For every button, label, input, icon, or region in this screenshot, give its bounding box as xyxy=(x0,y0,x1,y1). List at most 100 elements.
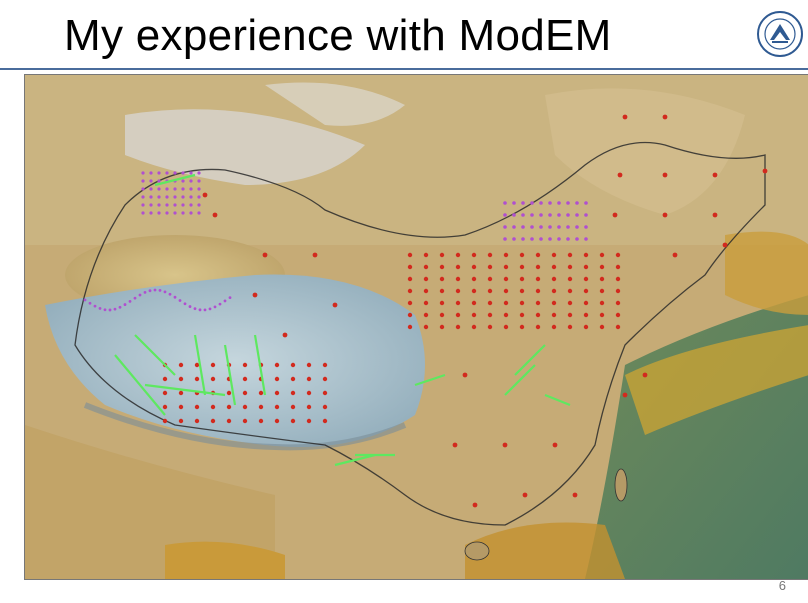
mt-site-purple xyxy=(548,201,552,205)
mt-site-purple xyxy=(208,307,212,311)
korea-japan-shelf xyxy=(725,231,808,315)
mt-site-purple xyxy=(173,211,177,215)
mt-site xyxy=(535,312,541,318)
mt-site-purple xyxy=(193,307,197,311)
mt-site xyxy=(471,276,477,282)
mt-site xyxy=(503,300,509,306)
mt-site xyxy=(519,288,525,294)
mt-site xyxy=(583,300,589,306)
mt-site-purple xyxy=(93,304,97,308)
mt-site-purple xyxy=(213,305,217,309)
mt-site xyxy=(722,242,728,248)
mt-site xyxy=(471,300,477,306)
mt-site xyxy=(194,418,200,424)
mt-site-purple xyxy=(165,195,169,199)
mt-site-purple xyxy=(189,171,193,175)
mt-site-purple xyxy=(149,179,153,183)
mt-site xyxy=(551,324,557,330)
mt-site xyxy=(332,302,338,308)
mt-site xyxy=(519,264,525,270)
mt-site-purple xyxy=(584,237,588,241)
mt-site-purple xyxy=(198,308,202,312)
mt-site-purple xyxy=(566,225,570,229)
mt-site xyxy=(423,324,429,330)
mt-site xyxy=(471,324,477,330)
mt-site xyxy=(290,376,296,382)
mt-site xyxy=(439,252,445,258)
taiwan-island xyxy=(614,468,628,502)
mt-site-purple xyxy=(584,201,588,205)
mt-site xyxy=(599,264,605,270)
mt-site xyxy=(306,418,312,424)
mt-site xyxy=(226,404,232,410)
mt-site-purple xyxy=(141,187,145,191)
mt-site xyxy=(194,404,200,410)
mt-site xyxy=(551,276,557,282)
mt-site-purple xyxy=(521,237,525,241)
terrain-map xyxy=(25,75,808,579)
mt-site-purple xyxy=(88,301,92,305)
mt-site-purple xyxy=(203,308,207,312)
green-profile-group xyxy=(114,173,571,467)
mt-site-purple xyxy=(173,295,177,299)
sea-shelf-yellow xyxy=(625,325,808,435)
mt-site xyxy=(258,418,264,424)
mt-site xyxy=(662,212,668,218)
mt-site-purple xyxy=(149,171,153,175)
mt-site xyxy=(471,264,477,270)
mt-site-purple xyxy=(143,291,147,294)
mt-site-purple xyxy=(539,225,543,229)
mt-site xyxy=(519,276,525,282)
mt-site xyxy=(503,276,509,282)
mt-site-purple xyxy=(575,225,579,229)
mt-site xyxy=(439,288,445,294)
mt-site-purple xyxy=(168,292,172,296)
profile-line xyxy=(414,373,446,387)
mt-site xyxy=(210,362,216,368)
mt-site xyxy=(252,292,258,298)
mt-site xyxy=(519,312,525,318)
mt-site xyxy=(178,362,184,368)
mt-site xyxy=(567,264,573,270)
mt-site xyxy=(455,252,461,258)
mt-site xyxy=(487,276,493,282)
profile-line xyxy=(193,334,207,396)
mt-site xyxy=(617,172,623,178)
mt-site xyxy=(535,264,541,270)
mt-site-purple xyxy=(197,203,201,207)
university-seal-icon xyxy=(757,11,803,57)
mt-site-purple xyxy=(512,237,516,241)
mt-site-purple xyxy=(548,213,552,217)
mt-site xyxy=(599,252,605,258)
mt-site-purple xyxy=(165,171,169,175)
mt-site-purple xyxy=(530,225,534,229)
mt-site-purple xyxy=(181,171,185,175)
mt-site xyxy=(503,288,509,294)
mt-site xyxy=(487,252,493,258)
mt-site xyxy=(290,418,296,424)
mt-site-purple xyxy=(189,187,193,191)
mt-site-purple xyxy=(503,237,507,241)
mt-site xyxy=(572,492,578,498)
mt-site-purple xyxy=(173,171,177,175)
mt-site xyxy=(226,390,232,396)
mt-site-purple xyxy=(575,201,579,205)
mt-site-purple xyxy=(197,195,201,199)
mt-site-purple xyxy=(141,195,145,199)
china-border xyxy=(74,141,766,526)
mt-site xyxy=(407,252,413,258)
mt-site-purple xyxy=(189,195,193,199)
mt-site xyxy=(439,264,445,270)
mt-site xyxy=(455,324,461,330)
mt-site xyxy=(210,418,216,424)
mt-site-purple xyxy=(157,195,161,199)
mt-site xyxy=(282,332,288,338)
mt-site-purple xyxy=(512,201,516,205)
mt-site-purple xyxy=(530,237,534,241)
mt-site xyxy=(162,390,168,396)
mt-site xyxy=(439,300,445,306)
mt-site xyxy=(522,492,528,498)
mt-site xyxy=(503,324,509,330)
mt-site xyxy=(502,442,508,448)
mt-site-purple xyxy=(158,289,162,292)
